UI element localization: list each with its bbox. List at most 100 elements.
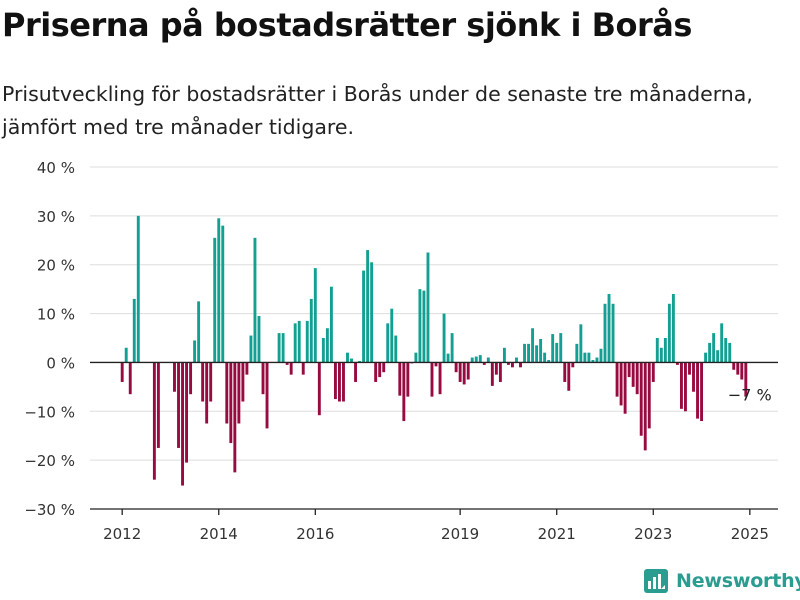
bar	[313, 268, 317, 363]
bar	[277, 333, 281, 363]
x-axis-ticks: 2012 2014 2016 2019 2021 2023 2025	[103, 509, 769, 543]
bar	[181, 362, 184, 486]
bar	[563, 362, 567, 382]
bar	[643, 362, 647, 451]
bar	[611, 303, 615, 363]
bar	[559, 333, 563, 363]
x-tick-label: 2025	[731, 525, 769, 543]
bar	[732, 362, 736, 370]
bar	[317, 362, 321, 416]
bar	[579, 324, 583, 363]
bar	[543, 352, 547, 363]
bar	[430, 362, 434, 397]
bar	[442, 313, 446, 363]
bar	[265, 362, 269, 429]
bar	[708, 342, 712, 363]
bar	[152, 362, 156, 480]
bar-chart: 40 %30 %20 %10 %0 %−10 %−20 %−30 % 2012 2…	[24, 159, 778, 543]
bar	[301, 362, 305, 375]
bar	[728, 342, 732, 363]
newsworthy-logo-icon	[644, 569, 668, 593]
bar	[531, 328, 535, 363]
bar	[667, 303, 671, 363]
bar	[225, 362, 229, 424]
bar	[700, 362, 704, 422]
bar	[515, 357, 518, 363]
bar	[189, 362, 193, 395]
bar	[595, 357, 599, 363]
bar	[209, 362, 213, 402]
y-tick-label: −20 %	[24, 452, 75, 470]
bar	[173, 362, 176, 392]
bar	[289, 362, 293, 375]
y-tick-label: −30 %	[24, 501, 75, 519]
bar	[156, 362, 160, 448]
bar	[523, 343, 526, 363]
newsworthy-logo: Newsworthy	[644, 569, 800, 593]
bar	[309, 298, 313, 363]
bar	[631, 362, 635, 387]
bar	[241, 362, 245, 402]
bar	[354, 362, 357, 382]
bar	[615, 362, 619, 397]
bar	[647, 362, 651, 429]
bar	[374, 362, 378, 382]
bar	[124, 347, 128, 363]
y-tick-label: 40 %	[37, 159, 75, 177]
bar	[486, 357, 490, 363]
bar	[325, 328, 329, 363]
bar	[257, 316, 261, 363]
bar	[490, 362, 494, 386]
bar	[555, 342, 559, 363]
bar	[603, 303, 607, 363]
bar	[482, 362, 486, 365]
bar	[446, 353, 450, 363]
bar	[350, 358, 353, 363]
bar	[285, 362, 289, 365]
bar	[736, 362, 740, 375]
bar	[551, 334, 555, 363]
bar	[458, 362, 462, 382]
bar	[478, 355, 482, 363]
bar	[696, 362, 699, 419]
bar	[675, 362, 679, 365]
bar	[402, 362, 406, 422]
bar	[450, 333, 454, 363]
bar	[744, 362, 748, 397]
bar	[346, 352, 349, 363]
last-value-annotation: −7 %	[728, 386, 772, 405]
bar	[132, 298, 136, 363]
y-tick-label: 20 %	[37, 257, 75, 275]
bar	[305, 320, 309, 363]
bar	[329, 286, 333, 363]
bar	[378, 362, 382, 378]
bar	[390, 308, 394, 363]
bar	[217, 218, 221, 363]
bar	[470, 357, 474, 363]
bar	[655, 338, 659, 363]
bar	[237, 362, 241, 424]
bar	[571, 362, 575, 368]
bar	[619, 362, 623, 406]
bar	[406, 362, 410, 397]
bar	[370, 262, 374, 363]
bar	[712, 333, 716, 363]
bar	[684, 362, 687, 412]
bar	[462, 362, 466, 385]
bar	[213, 237, 217, 363]
bar	[177, 362, 180, 448]
bar	[281, 333, 285, 363]
bar	[366, 250, 370, 363]
bar	[414, 352, 418, 363]
bar	[382, 362, 386, 373]
bar-series	[120, 215, 748, 486]
bar	[233, 362, 237, 473]
bar	[567, 362, 571, 391]
bar	[651, 362, 655, 382]
x-tick-label: 2012	[103, 525, 141, 543]
bar	[692, 362, 695, 392]
bar	[527, 343, 530, 363]
bar	[740, 362, 744, 380]
y-tick-label: 30 %	[37, 208, 75, 226]
bar	[506, 362, 510, 365]
